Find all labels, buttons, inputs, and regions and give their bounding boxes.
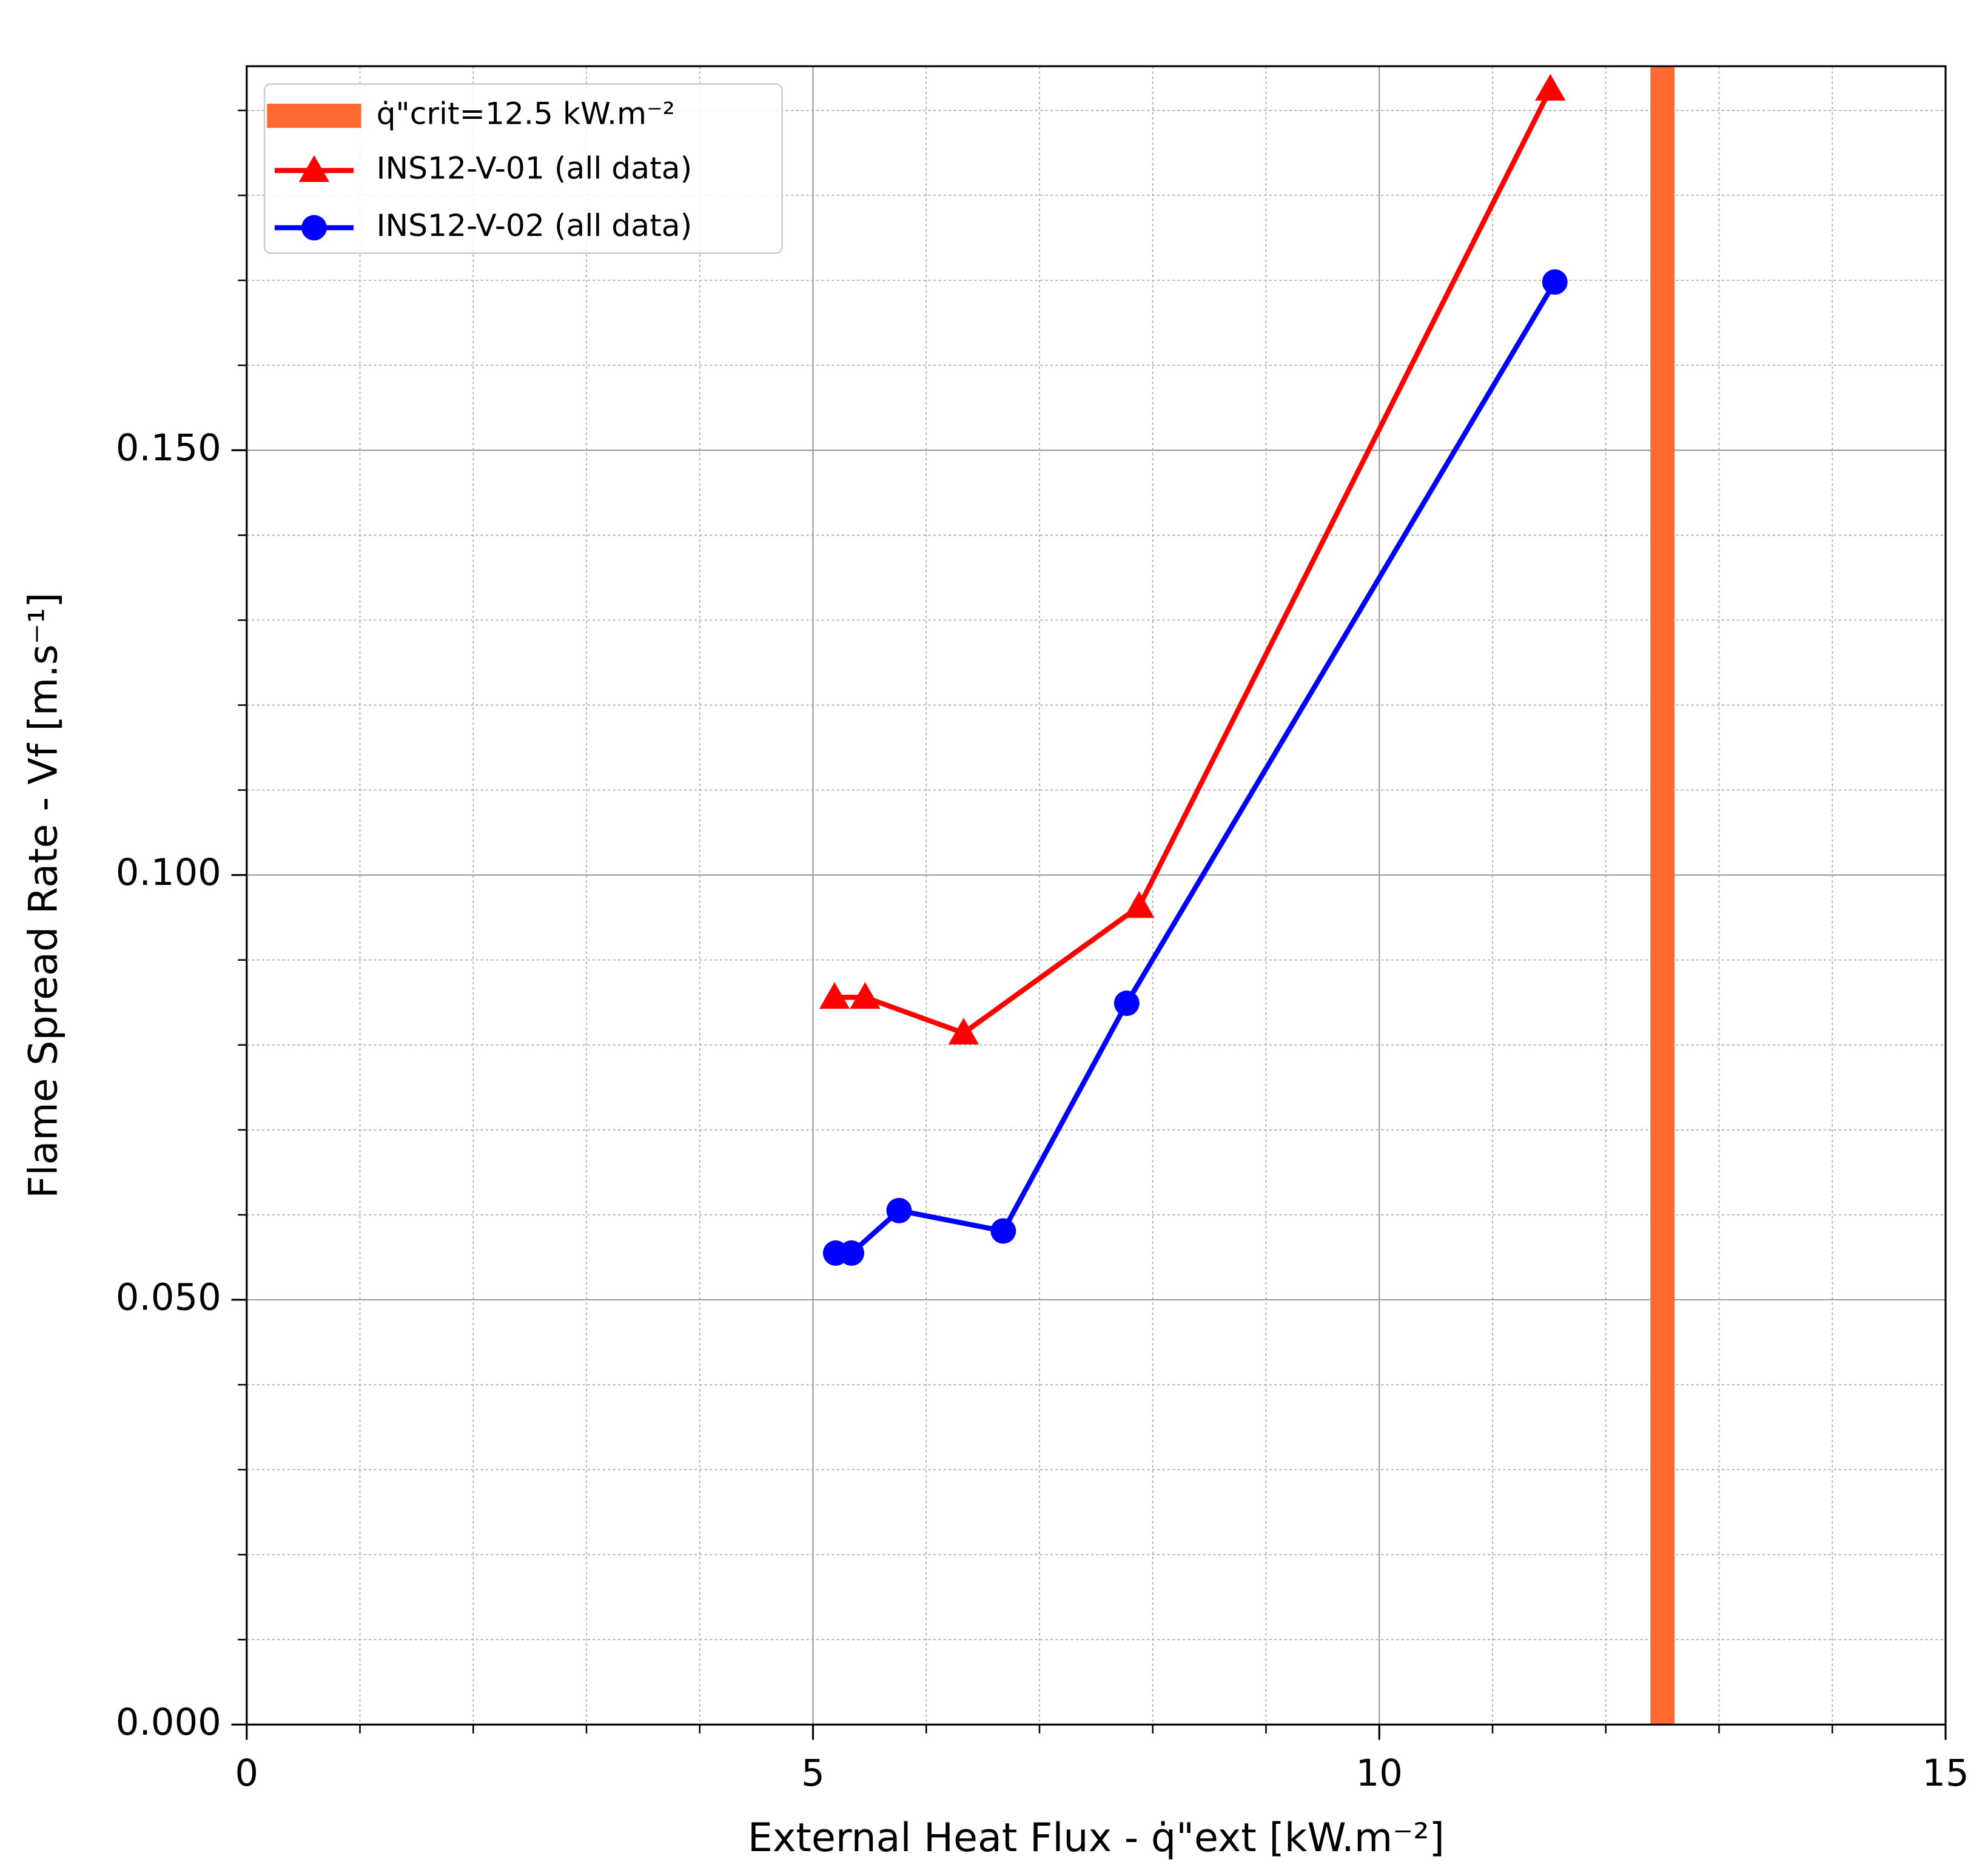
x-tick-label: 5 bbox=[801, 1752, 825, 1795]
marker bbox=[990, 1218, 1016, 1244]
y-tick-label: 0.000 bbox=[116, 1701, 221, 1744]
x-tick-label: 10 bbox=[1356, 1752, 1403, 1795]
marker bbox=[839, 1240, 864, 1266]
plot-frame bbox=[246, 65, 1947, 1726]
legend-label: INS12-V-01 (all data) bbox=[377, 150, 693, 186]
legend-label: q̇"crit=12.5 kW.m⁻² bbox=[377, 95, 675, 131]
legend-label: INS12-V-02 (all data) bbox=[377, 207, 693, 243]
marker bbox=[1113, 990, 1140, 1017]
marker bbox=[850, 982, 881, 1009]
marker bbox=[948, 1018, 979, 1045]
x-tick-label: 0 bbox=[235, 1752, 258, 1795]
y-tick-label: 0.050 bbox=[116, 1277, 221, 1319]
legend-box bbox=[263, 83, 783, 254]
marker bbox=[886, 1197, 912, 1223]
y-tick-label: 0.150 bbox=[116, 427, 221, 469]
x-tick-label: 15 bbox=[1922, 1752, 1969, 1795]
legend-marker bbox=[301, 215, 327, 241]
legend-marker bbox=[298, 155, 330, 182]
x-axis-label: External Heat Flux - q̇"ext [kW.m⁻²] bbox=[748, 1815, 1445, 1861]
marker bbox=[1535, 73, 1566, 101]
marker bbox=[1542, 269, 1568, 295]
marker bbox=[1124, 891, 1155, 918]
y-axis-label: Flame Spread Rate - Vf [m.s⁻¹] bbox=[21, 593, 67, 1199]
marker bbox=[819, 982, 850, 1009]
y-tick-label: 0.100 bbox=[116, 852, 221, 894]
